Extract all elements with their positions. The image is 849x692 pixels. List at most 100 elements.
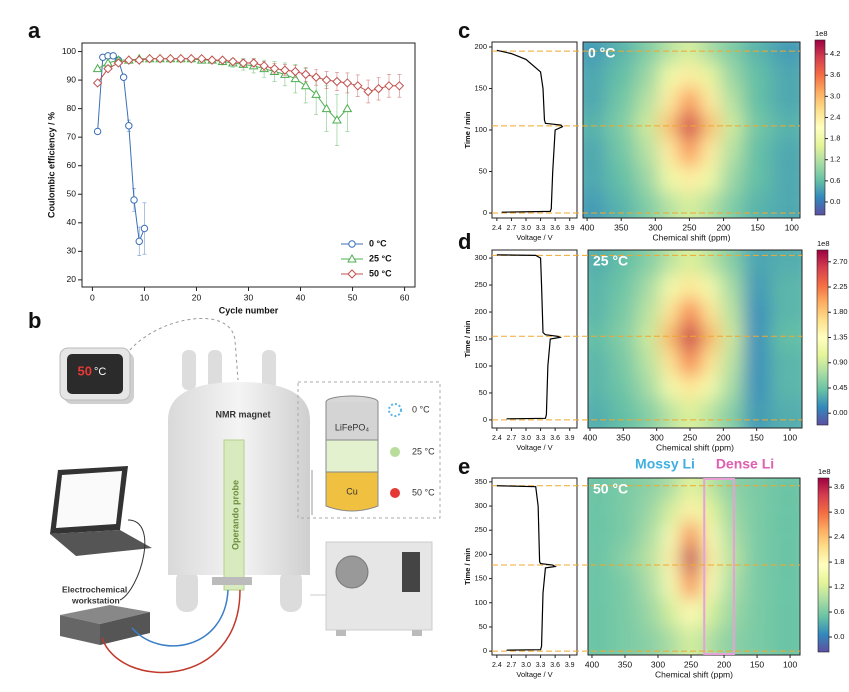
y-tick-label: 250 bbox=[474, 280, 487, 289]
x-tick-label: 400 bbox=[583, 432, 597, 442]
marker bbox=[332, 76, 342, 87]
voltage-frame bbox=[491, 477, 578, 656]
voltage-frame bbox=[491, 249, 578, 429]
heatmap-cell bbox=[700, 349, 720, 376]
x-tick-label: 40 bbox=[296, 292, 306, 302]
heatmap-cell bbox=[700, 274, 720, 300]
heatmap-cell bbox=[638, 597, 662, 627]
colorbar-tick-label: 0.0 bbox=[830, 197, 840, 206]
magnet-leg bbox=[280, 570, 302, 612]
x-tick-label: 350 bbox=[616, 432, 630, 442]
heatmap-cell bbox=[588, 299, 610, 325]
marker bbox=[290, 66, 301, 77]
heatmap-cell bbox=[720, 597, 744, 627]
heatmap-cell bbox=[660, 349, 680, 376]
marker bbox=[124, 55, 134, 65]
marker bbox=[384, 81, 394, 91]
heatmap-cell bbox=[720, 571, 744, 598]
x-tick-label: 3.9 bbox=[565, 662, 575, 669]
heatmap-cell bbox=[680, 349, 700, 376]
heatmap-cell bbox=[583, 138, 608, 166]
heatmap-title: 25 °C bbox=[593, 253, 628, 269]
heatmap-cell bbox=[679, 165, 700, 193]
marker bbox=[125, 122, 133, 130]
heatmap-cell bbox=[661, 498, 682, 523]
heatmap-cell bbox=[607, 138, 635, 166]
y-axis-label: Time / min bbox=[463, 111, 472, 148]
heatmap-cell bbox=[679, 138, 700, 166]
workstation-top bbox=[60, 605, 150, 624]
temperature-label: 25 °C bbox=[412, 446, 435, 456]
heatmap-cell bbox=[636, 349, 660, 376]
heatmap-cell bbox=[660, 299, 680, 325]
colorbar-tick-label: 0.00 bbox=[833, 408, 848, 417]
heatmap-cell bbox=[700, 375, 720, 400]
panel-label: b bbox=[28, 308, 41, 333]
marker bbox=[269, 63, 280, 74]
heatmap-cell bbox=[610, 399, 637, 428]
marker bbox=[207, 55, 217, 65]
heatmap-cell bbox=[680, 250, 700, 275]
marker bbox=[347, 269, 357, 279]
marker bbox=[186, 53, 196, 64]
x-tick-label: 200 bbox=[716, 222, 730, 232]
heatmap-cell bbox=[681, 571, 701, 598]
heatmap-cell bbox=[634, 42, 659, 64]
marker bbox=[155, 53, 165, 64]
heatmap-cell bbox=[636, 375, 660, 400]
heatmap-cell bbox=[771, 42, 800, 64]
heatmap-cell bbox=[658, 63, 680, 89]
cell-top-label: LiFePO₄ bbox=[335, 422, 370, 432]
heatmap-cell bbox=[658, 42, 680, 64]
x-tick-label: 200 bbox=[717, 659, 731, 669]
colorbar-tick-label: 2.70 bbox=[833, 257, 848, 266]
heatmap-cell bbox=[588, 571, 612, 598]
colorbar-tick-label: 4.2 bbox=[830, 49, 840, 58]
x-tick-label: 3.3 bbox=[536, 225, 546, 232]
y-axis-label: Time / min bbox=[463, 320, 472, 357]
heatmap-cells bbox=[588, 250, 802, 428]
marker bbox=[217, 55, 228, 65]
y-tick-label: 90 bbox=[67, 74, 77, 84]
setup-diagram: 50 °C NMR magnet Operando probe LiFePO₄ … bbox=[50, 318, 441, 674]
heatmap-cell bbox=[720, 274, 744, 300]
colorbar-tick-label: 1.2 bbox=[830, 155, 840, 164]
y-tick-label: 350 bbox=[474, 477, 487, 486]
colorbar-tick-label: 0.45 bbox=[833, 383, 848, 392]
heatmap-title: 50 °C bbox=[593, 481, 628, 497]
voltage-curve bbox=[496, 254, 563, 420]
colorbar-tick-label: 2.4 bbox=[834, 532, 844, 541]
colorbar-multiplier: 1e8 bbox=[818, 467, 831, 476]
heatmap-cell bbox=[770, 478, 800, 499]
cable bbox=[119, 318, 239, 381]
heatmap bbox=[588, 250, 802, 428]
marker bbox=[363, 86, 373, 97]
heatmap-title: 0 °C bbox=[588, 45, 615, 61]
hot-icon bbox=[390, 488, 400, 498]
heatmap-cell bbox=[720, 547, 744, 572]
marker bbox=[342, 103, 353, 113]
x-tick-label: 150 bbox=[751, 222, 765, 232]
workstation-label: Electrochemical bbox=[62, 584, 127, 594]
marker bbox=[353, 81, 363, 91]
x-tick-label: 300 bbox=[650, 432, 664, 442]
x-tick-label: 3.0 bbox=[521, 225, 531, 232]
heatmap-cell bbox=[770, 597, 800, 627]
operando-probe bbox=[223, 439, 245, 591]
heatmap-cell bbox=[700, 498, 721, 523]
mild-icon bbox=[390, 447, 400, 457]
heatmap-cell bbox=[638, 522, 662, 548]
marker bbox=[130, 196, 138, 204]
series-line bbox=[97, 58, 348, 121]
heatmap-cell bbox=[770, 324, 802, 350]
heatmap-cell bbox=[743, 399, 770, 428]
heatmap-cell bbox=[680, 274, 700, 300]
heatmap-cell bbox=[638, 498, 662, 523]
heatmap-cell bbox=[661, 478, 682, 499]
colorbar-tick-label: 2.4 bbox=[830, 112, 840, 121]
x-tick-label: 400 bbox=[585, 659, 599, 669]
heatmap-cell bbox=[720, 626, 744, 655]
heatmap-cell bbox=[700, 522, 721, 548]
x-tick-label: 3.6 bbox=[550, 435, 560, 442]
heatmap-cell bbox=[700, 547, 721, 572]
